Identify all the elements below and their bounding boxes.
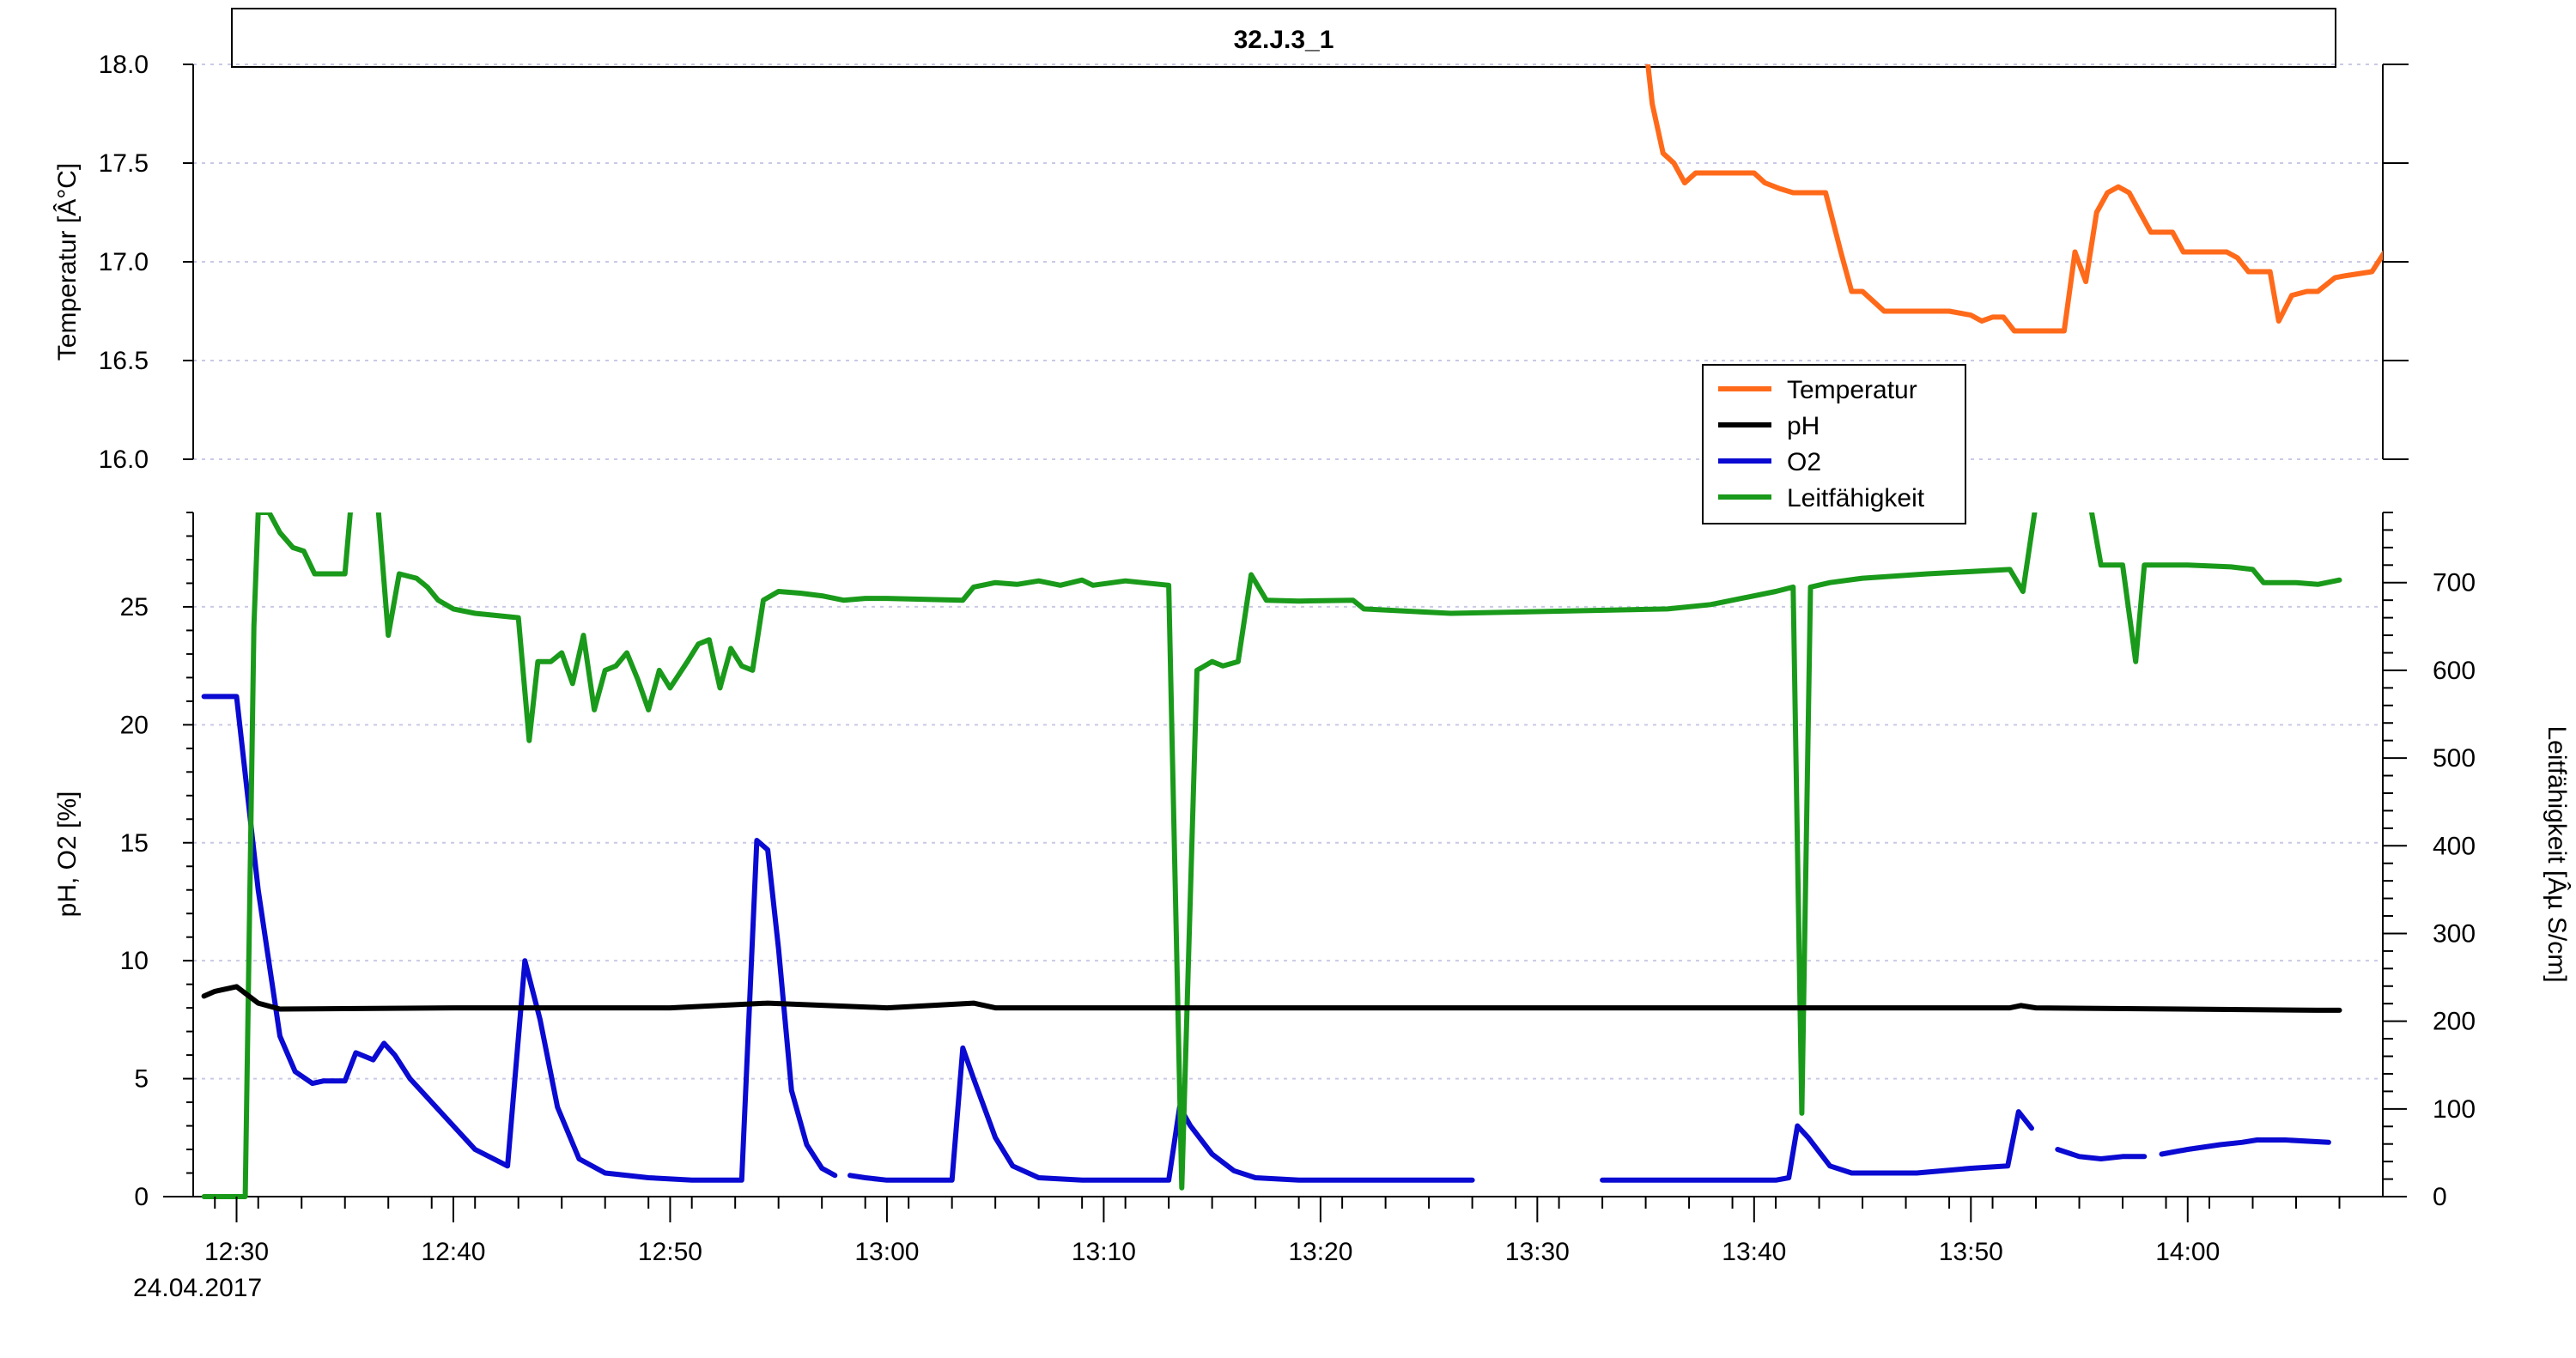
legend: Temperatur pH O2 Leitfähigkeit xyxy=(1702,364,1966,524)
series-leitfaehigkeit-line xyxy=(201,512,2342,1199)
bottom-left-y-tick-label: 25 xyxy=(120,593,149,621)
series-o2-line xyxy=(201,694,838,1183)
top-y-ticks: 16.0 16.5 17.0 17.5 18.0 xyxy=(99,51,2409,474)
legend-label-o2: O2 xyxy=(1787,448,1821,476)
series-ph-line xyxy=(201,984,2342,1013)
x-tick-label: 13:30 xyxy=(1505,1238,1570,1266)
bottom-panel: 0 5 10 15 20 25 0 100 200 300 400 500 600 700 pH, O2… xyxy=(53,512,2571,1302)
x-tick-label: 13:00 xyxy=(854,1238,919,1266)
top-y-tick-label: 17.5 xyxy=(99,149,149,178)
bottom-right-y-tick-label: 400 xyxy=(2433,832,2476,860)
bottom-left-y-tick-label: 0 xyxy=(134,1183,149,1211)
top-y-tick-label: 16.0 xyxy=(99,446,149,474)
top-series xyxy=(1645,64,2383,334)
bottom-grid xyxy=(193,605,2383,1197)
title-frame xyxy=(231,8,2336,68)
bottom-left-y-axis-title: pH, O2 [%] xyxy=(53,791,82,918)
top-y-tick-label: 17.0 xyxy=(99,248,149,276)
series-o2-line xyxy=(1600,1109,2034,1183)
title-box: 32.J.3_1 xyxy=(231,8,2336,68)
x-tick-label: 12:30 xyxy=(204,1238,269,1266)
bottom-right-y-tick-label: 500 xyxy=(2433,744,2476,773)
x-ticks: 12:30 12:40 12:50 13:00 13:10 13:20 13:30 13:40… xyxy=(204,1197,2341,1266)
series-temperatur-line xyxy=(1645,64,2383,334)
legend-label-leitfaehigkeit: Leitfähigkeit xyxy=(1787,484,1925,512)
top-y-axis-title: Temperatur [Â°C] xyxy=(53,163,82,361)
chart-title: 32.J.3_1 xyxy=(1234,26,1334,54)
legend-label-temperatur: Temperatur xyxy=(1787,376,1917,404)
bottom-left-y-tick-label: 10 xyxy=(120,947,149,975)
bottom-series xyxy=(201,512,2342,1199)
x-tick-label: 13:50 xyxy=(1939,1238,2003,1266)
x-tick-label: 12:40 xyxy=(421,1238,485,1266)
bottom-right-y-axis-title: Leitfähigkeit [Âµ S/cm] xyxy=(2543,725,2571,982)
x-tick-label: 14:00 xyxy=(2155,1238,2220,1266)
series-o2-line xyxy=(848,1045,1475,1183)
bottom-right-y-tick-label: 600 xyxy=(2433,657,2476,685)
bottom-left-y-tick-label: 20 xyxy=(120,711,149,739)
x-date-label: 24.04.2017 xyxy=(133,1274,262,1302)
top-y-tick-label: 16.5 xyxy=(99,347,149,375)
top-y-tick-label: 18.0 xyxy=(99,51,149,79)
series-o2-line xyxy=(2055,1147,2148,1161)
bottom-right-y-tick-label: 100 xyxy=(2433,1095,2476,1124)
bottom-right-y-tick-label: 200 xyxy=(2433,1008,2476,1036)
bottom-right-y-ticks: 0 100 200 300 400 500 600 700 xyxy=(2383,512,2476,1211)
bottom-right-y-tick-label: 700 xyxy=(2433,569,2476,597)
bottom-left-y-ticks: 0 5 10 15 20 25 xyxy=(120,512,193,1211)
bottom-right-y-tick-label: 300 xyxy=(2433,919,2476,948)
x-tick-label: 13:10 xyxy=(1072,1238,1136,1266)
series-o2-line xyxy=(2159,1137,2331,1157)
x-tick-label: 12:50 xyxy=(638,1238,702,1266)
x-tick-label: 13:20 xyxy=(1288,1238,1352,1266)
bottom-left-y-tick-label: 15 xyxy=(120,829,149,858)
bottom-left-y-tick-label: 5 xyxy=(134,1065,149,1094)
x-tick-label: 13:40 xyxy=(1722,1238,1786,1266)
top-grid xyxy=(193,64,2383,460)
top-panel: 16.0 16.5 17.0 17.5 18.0 Temperatur [Â°C] xyxy=(53,51,2409,474)
bottom-right-y-tick-label: 0 xyxy=(2433,1183,2447,1211)
legend-label-ph: pH xyxy=(1787,412,1820,440)
